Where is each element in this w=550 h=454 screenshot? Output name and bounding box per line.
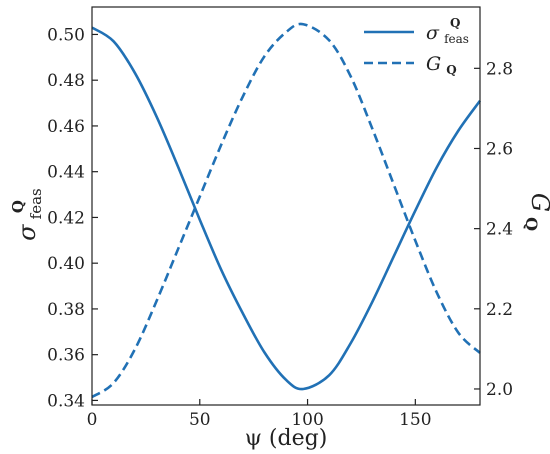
y-right-tick-label: 2.0	[486, 380, 513, 400]
y-right-tick-label: 2.6	[486, 139, 513, 159]
left-axis-ticks: 0.34 0.36 0.38 0.40 0.42 0.44 0.46 0.48 0.50	[47, 25, 98, 411]
legend-sigma-main: σ	[426, 22, 440, 44]
y-right-label-sub: Q	[522, 217, 541, 231]
x-axis-title: ψ (deg)	[245, 426, 328, 451]
right-axis-ticks: 2.0 2.2 2.4 2.6 2.8	[474, 59, 513, 400]
y-left-label-sub: feas	[27, 188, 45, 219]
legend-entry-sigma: σ feas Q	[426, 16, 474, 47]
y-left-label-sup: Q	[9, 200, 27, 213]
y-right-tick-label: 2.8	[486, 59, 513, 79]
legend-entry-g: G Q	[426, 53, 457, 77]
legend: σ feas Q G Q	[364, 16, 474, 77]
legend-g-main: G	[426, 53, 441, 75]
legend-g-sub: Q	[446, 63, 456, 77]
y-right-tick-label: 2.2	[486, 300, 513, 320]
plot-frame	[91, 6, 481, 406]
x-tick-label: 100	[291, 410, 323, 430]
x-tick-label: 150	[399, 410, 431, 430]
y-left-tick-label: 0.48	[47, 71, 85, 91]
y-left-tick-label: 0.34	[47, 391, 85, 411]
y-left-tick-label: 0.38	[47, 300, 85, 320]
y-left-tick-label: 0.50	[47, 25, 85, 45]
y-left-tick-label: 0.36	[47, 346, 85, 366]
y-right-axis-title: G Q	[522, 193, 550, 231]
y-left-tick-label: 0.46	[47, 117, 85, 137]
y-left-axis-title: σ feas Q	[9, 183, 45, 241]
series-line-g-q	[91, 22, 481, 399]
x-tick-label: 50	[189, 410, 211, 430]
y-right-label-main: G	[526, 193, 550, 212]
x-axis-ticks: 0 50 100 150	[87, 399, 432, 430]
plot-layer	[91, 22, 482, 399]
y-left-tick-label: 0.42	[47, 208, 85, 228]
y-left-label-main: σ	[13, 224, 41, 241]
y-left-tick-label: 0.44	[47, 163, 85, 183]
series-line-sigma-feas	[91, 26, 482, 391]
y-right-tick-label: 2.4	[486, 220, 513, 240]
x-tick-label: 0	[87, 410, 98, 430]
legend-sigma-sub: feas	[444, 32, 469, 46]
legend-sigma-sup: Q	[450, 16, 460, 30]
y-left-tick-label: 0.40	[47, 254, 85, 274]
